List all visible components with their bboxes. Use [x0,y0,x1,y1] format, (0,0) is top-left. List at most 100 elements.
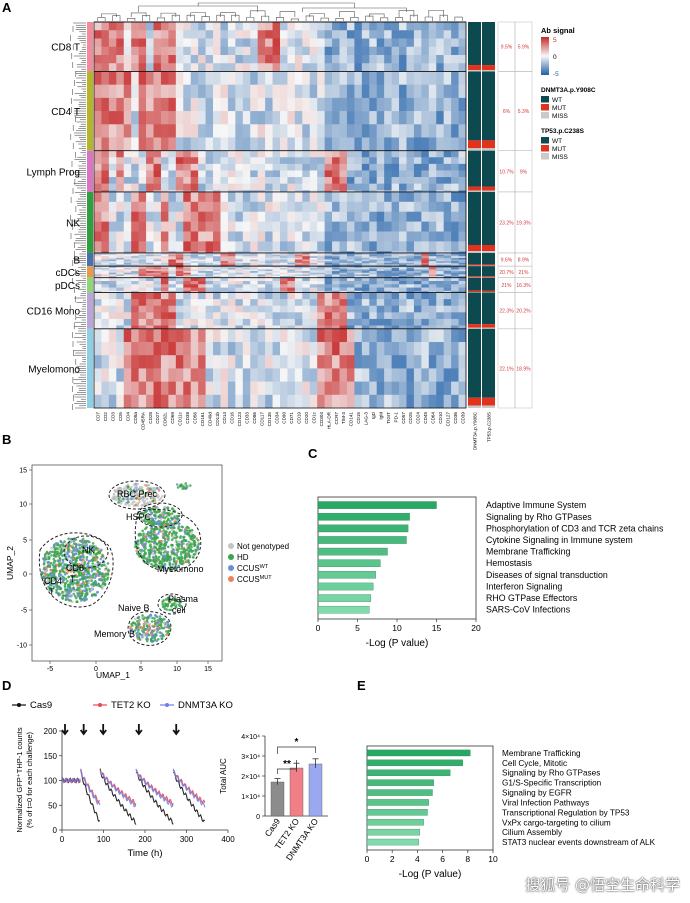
heatmap-cell [250,251,258,254]
heatmap-cell [309,342,318,356]
heatmap-cell [436,318,444,326]
heatmap-cell [108,71,117,85]
heatmap-cell [317,325,325,330]
heatmap-cell [399,163,407,171]
heatmap-cell [428,221,437,232]
heatmap-cell [451,267,459,270]
heatmap-cell [339,261,348,264]
heatmap-cell [376,191,385,203]
heatmap-cell [346,305,355,313]
heatmap-cell [369,394,378,409]
heatmap-cell [205,137,214,151]
heatmap-cell [361,287,370,292]
heatmap-cell [227,38,236,48]
umap-point [44,575,47,579]
genotype-legend-swatch [541,104,549,111]
umap-point [87,546,90,550]
heatmap-cell [257,241,266,252]
heatmap-cell [220,342,229,356]
heatmap-cell [123,394,132,409]
heatmap-cell [94,111,102,125]
heatmap-cell [317,277,325,282]
heatmap-cell [406,305,415,313]
heatmap-cell [183,256,192,259]
heatmap-cell [287,262,296,265]
heatmap-cell [198,124,206,138]
heatmap-cell [339,201,348,212]
umap-point [149,509,152,513]
heatmap-cell [294,231,303,242]
heatmap-cell [131,190,139,193]
heatmap-cell [309,97,318,112]
heatmap-cell [227,280,236,285]
heatmap-cell [220,183,229,191]
heatmap-cell [332,157,340,165]
umap-point [88,544,92,548]
heatmap-cell [272,177,281,184]
heatmap-cell [205,63,214,72]
heatmap-cell [242,221,251,232]
heatmap-cell [101,97,110,112]
heatmap-cell [413,342,422,356]
genotype-wt-segment [482,292,495,325]
heatmap-cell [138,264,147,267]
heatmap-cell [421,252,430,255]
heatmap-cell [413,157,422,165]
column-labels: CD7 CD2 CD3 CD5 CD4 CD8a CD45RA CD28 CD27 CD62L CD… [96,411,492,450]
heatmap-cell [108,290,117,293]
heatmap-cell [376,38,385,48]
heatmap-cell [324,257,333,260]
heatmap-cell [146,254,154,257]
heatmap-cell [354,290,363,293]
heatmap-cell [287,137,296,151]
heatmap-cell [108,46,117,56]
heatmap-cell [94,256,102,259]
umap-point [164,544,167,548]
column-label: CD27 [155,412,160,424]
heatmap-cell [153,342,162,356]
heatmap-cell [391,221,400,232]
heatmap-cell [190,299,199,307]
heatmap-cell [138,38,147,48]
heatmap-cell [391,287,400,292]
heatmap-cell [198,262,206,265]
heatmap-cell [183,290,192,293]
heatmap-cell [101,318,110,326]
heatmap-cell [272,269,281,272]
umap-point [167,566,170,570]
heatmap-cell [391,274,400,277]
heatmap-cell [205,264,214,267]
umap-point [135,628,138,631]
heatmap-cell [198,261,206,264]
heatmap-cell [428,355,437,369]
heatmap-cell [272,355,281,369]
heatmap-cell [443,299,452,307]
heatmap-cell [287,183,296,191]
heatmap-cell [346,256,355,259]
umap-point [58,547,61,551]
heatmap-cell [339,264,348,267]
heatmap-cell [138,342,147,356]
heatmap-cell [451,183,459,191]
heatmap-cell [272,191,281,203]
heatmap-cell [257,355,266,369]
umap-point [119,488,123,491]
umap-point [132,483,136,487]
heatmap-cell [399,54,407,64]
heatmap-cell [138,299,147,307]
heatmap-cell [175,157,184,165]
heatmap-cell [205,256,214,259]
heatmap-cell [242,284,251,288]
heatmap-cell [406,355,415,369]
heatmap-cell [146,111,154,125]
umap-point [76,586,80,590]
heatmap-cell [168,252,177,255]
heatmap-cell [436,190,444,193]
heatmap-cell [361,261,370,264]
heatmap-cell [265,163,273,171]
heatmap-cell [131,284,139,288]
heatmap-cell [242,157,251,165]
heatmap-cell [123,277,132,282]
genotype-legend-swatch [541,137,549,144]
heatmap-cell [436,276,444,278]
